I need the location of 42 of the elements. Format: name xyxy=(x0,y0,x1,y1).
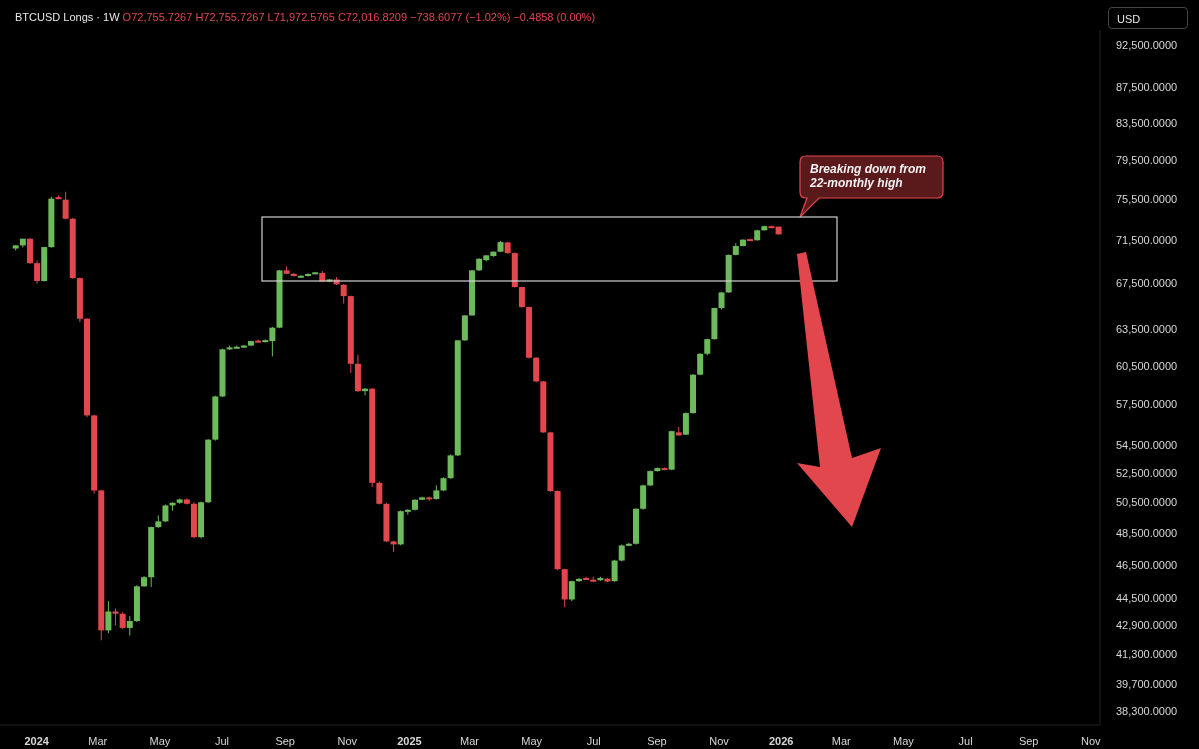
chart-subtitle: O72,755.7267 H72,755.7267 L71,972.5765 C72,016.8209 −738.6077 (−1.02%) −0.4858 (0.00%) xyxy=(122,11,596,23)
y-tick-label: 41,300.0000 xyxy=(1116,648,1178,661)
y-tick-label: 52,500.0000 xyxy=(1116,466,1178,479)
x-tick-label: May xyxy=(893,735,915,747)
x-tick-label: May xyxy=(149,735,171,747)
x-tick-label: Nov xyxy=(1081,735,1102,747)
chart-title: BTCUSD Longs · 1W xyxy=(15,11,120,23)
x-tick-label: Sep xyxy=(1018,735,1039,747)
x-tick-label: Mar xyxy=(88,735,108,747)
y-tick-label: 75,500.0000 xyxy=(1116,192,1178,205)
x-tick-label: Sep xyxy=(275,735,295,747)
y-tick-label: 44,500.0000 xyxy=(1116,591,1178,604)
y-tick-label: 54,500.0000 xyxy=(1116,438,1178,451)
y-tick-label: 60,500.0000 xyxy=(1116,359,1178,372)
y-tick-label: 48,500.0000 xyxy=(1116,526,1178,539)
x-tick-label: 2026 xyxy=(768,735,794,747)
annotation: Breaking down from 22-monthly high xyxy=(810,162,927,190)
y-axis-title: USD xyxy=(1108,7,1188,29)
y-tick-label: 50,500.0000 xyxy=(1116,496,1178,509)
y-tick-label: 39,700.0000 xyxy=(1116,677,1178,690)
x-tick-label: May xyxy=(521,735,543,747)
x-tick-label: Nov xyxy=(337,735,358,747)
x-tick-label: Jul xyxy=(586,735,601,747)
y-tick-label: 71,500.0000 xyxy=(1116,233,1178,246)
y-tick-label: 46,500.0000 xyxy=(1116,558,1178,571)
y-tick-label: 83,500.0000 xyxy=(1116,116,1178,129)
x-tick-label: Mar xyxy=(831,735,852,747)
y-tick-label: 42,900.0000 xyxy=(1116,619,1178,632)
x-tick-label: Jul xyxy=(215,735,230,747)
y-tick-label: 87,500.0000 xyxy=(1116,81,1178,94)
x-tick-label: Nov xyxy=(709,735,730,747)
y-tick-label: 67,500.0000 xyxy=(1116,277,1178,290)
y-tick-label: 92,500.0000 xyxy=(1116,39,1178,52)
y-tick-label: 38,300.0000 xyxy=(1116,705,1178,718)
y-tick-label: 79,500.0000 xyxy=(1116,153,1178,166)
x-tick-label: Jul xyxy=(958,735,973,747)
y-tick-label: 63,500.0000 xyxy=(1116,323,1178,336)
x-tick-label: Sep xyxy=(647,735,667,747)
x-tick-label: 2024 xyxy=(24,735,50,747)
x-tick-label: 2025 xyxy=(397,735,422,747)
y-tick-label: 57,500.0000 xyxy=(1116,398,1178,411)
x-tick-label: Mar xyxy=(460,735,480,747)
